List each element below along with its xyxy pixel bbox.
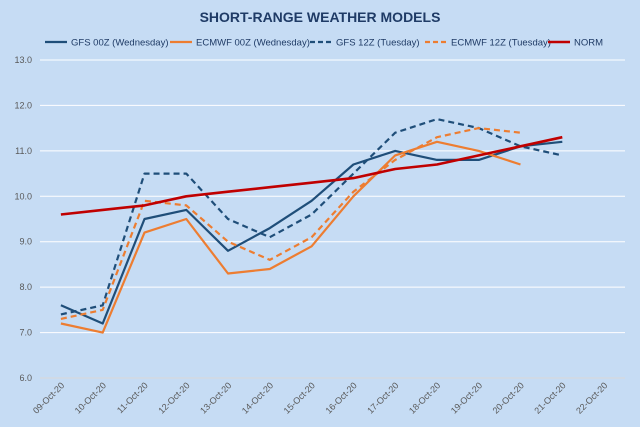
series-line-0 — [60, 140, 563, 325]
x-tick-label: 21-Oct-20 — [532, 380, 567, 415]
y-tick-label: 8.0 — [19, 282, 32, 292]
x-axis-ticks: 09-Oct-20 10-Oct-20 11-Oct-20 12-Oct-20 13-O… — [31, 380, 610, 415]
y-tick-label: 13.0 — [14, 55, 32, 65]
x-tick-label: 17-Oct-20 — [365, 380, 400, 415]
y-tick-label: 12.0 — [14, 100, 32, 110]
series-line-2 — [60, 117, 563, 316]
y-tick-label: 9.0 — [19, 237, 32, 247]
y-axis-ticks: 13.0 12.0 11.0 10.0 9.0 8.0 7.0 6.0 — [14, 55, 32, 383]
x-tick-label: 16-Oct-20 — [323, 380, 358, 415]
x-tick-label: 20-Oct-20 — [491, 380, 526, 415]
x-tick-label: 18-Oct-20 — [407, 380, 442, 415]
x-tick-label: 15-Oct-20 — [282, 380, 317, 415]
series-line-1 — [60, 140, 521, 334]
x-tick-label: 12-Oct-20 — [156, 380, 191, 415]
x-tick-label: 10-Oct-20 — [73, 380, 108, 415]
legend: GFS 00Z (Wednesday) ECMWF 00Z (Wednesday)… — [45, 38, 603, 49]
x-tick-label: 11-Oct-20 — [115, 380, 150, 415]
x-tick-label: 22-Oct-20 — [574, 380, 609, 415]
legend-label: GFS 00Z (Wednesday) — [71, 38, 169, 49]
x-tick-label: 14-Oct-20 — [240, 380, 275, 415]
chart-title: SHORT-RANGE WEATHER MODELS — [200, 9, 441, 25]
gridlines — [40, 59, 625, 379]
y-tick-label: 11.0 — [15, 146, 32, 156]
legend-label: ECMWF 00Z (Wednesday) — [196, 38, 310, 49]
y-tick-label: 10.0 — [14, 191, 32, 201]
x-tick-label: 13-Oct-20 — [198, 380, 233, 415]
series-line-4 — [60, 135, 563, 216]
legend-label: NORM — [574, 38, 603, 49]
y-tick-label: 6.0 — [19, 373, 32, 383]
x-tick-label: 09-Oct-20 — [31, 380, 66, 415]
x-tick-label: 19-Oct-20 — [449, 380, 484, 415]
series-lines — [60, 117, 563, 334]
legend-label: GFS 12Z (Tuesday) — [336, 38, 420, 49]
series-line-3 — [60, 127, 521, 320]
legend-label: ECMWF 12Z (Tuesday) — [451, 38, 551, 49]
y-tick-label: 7.0 — [19, 328, 32, 338]
